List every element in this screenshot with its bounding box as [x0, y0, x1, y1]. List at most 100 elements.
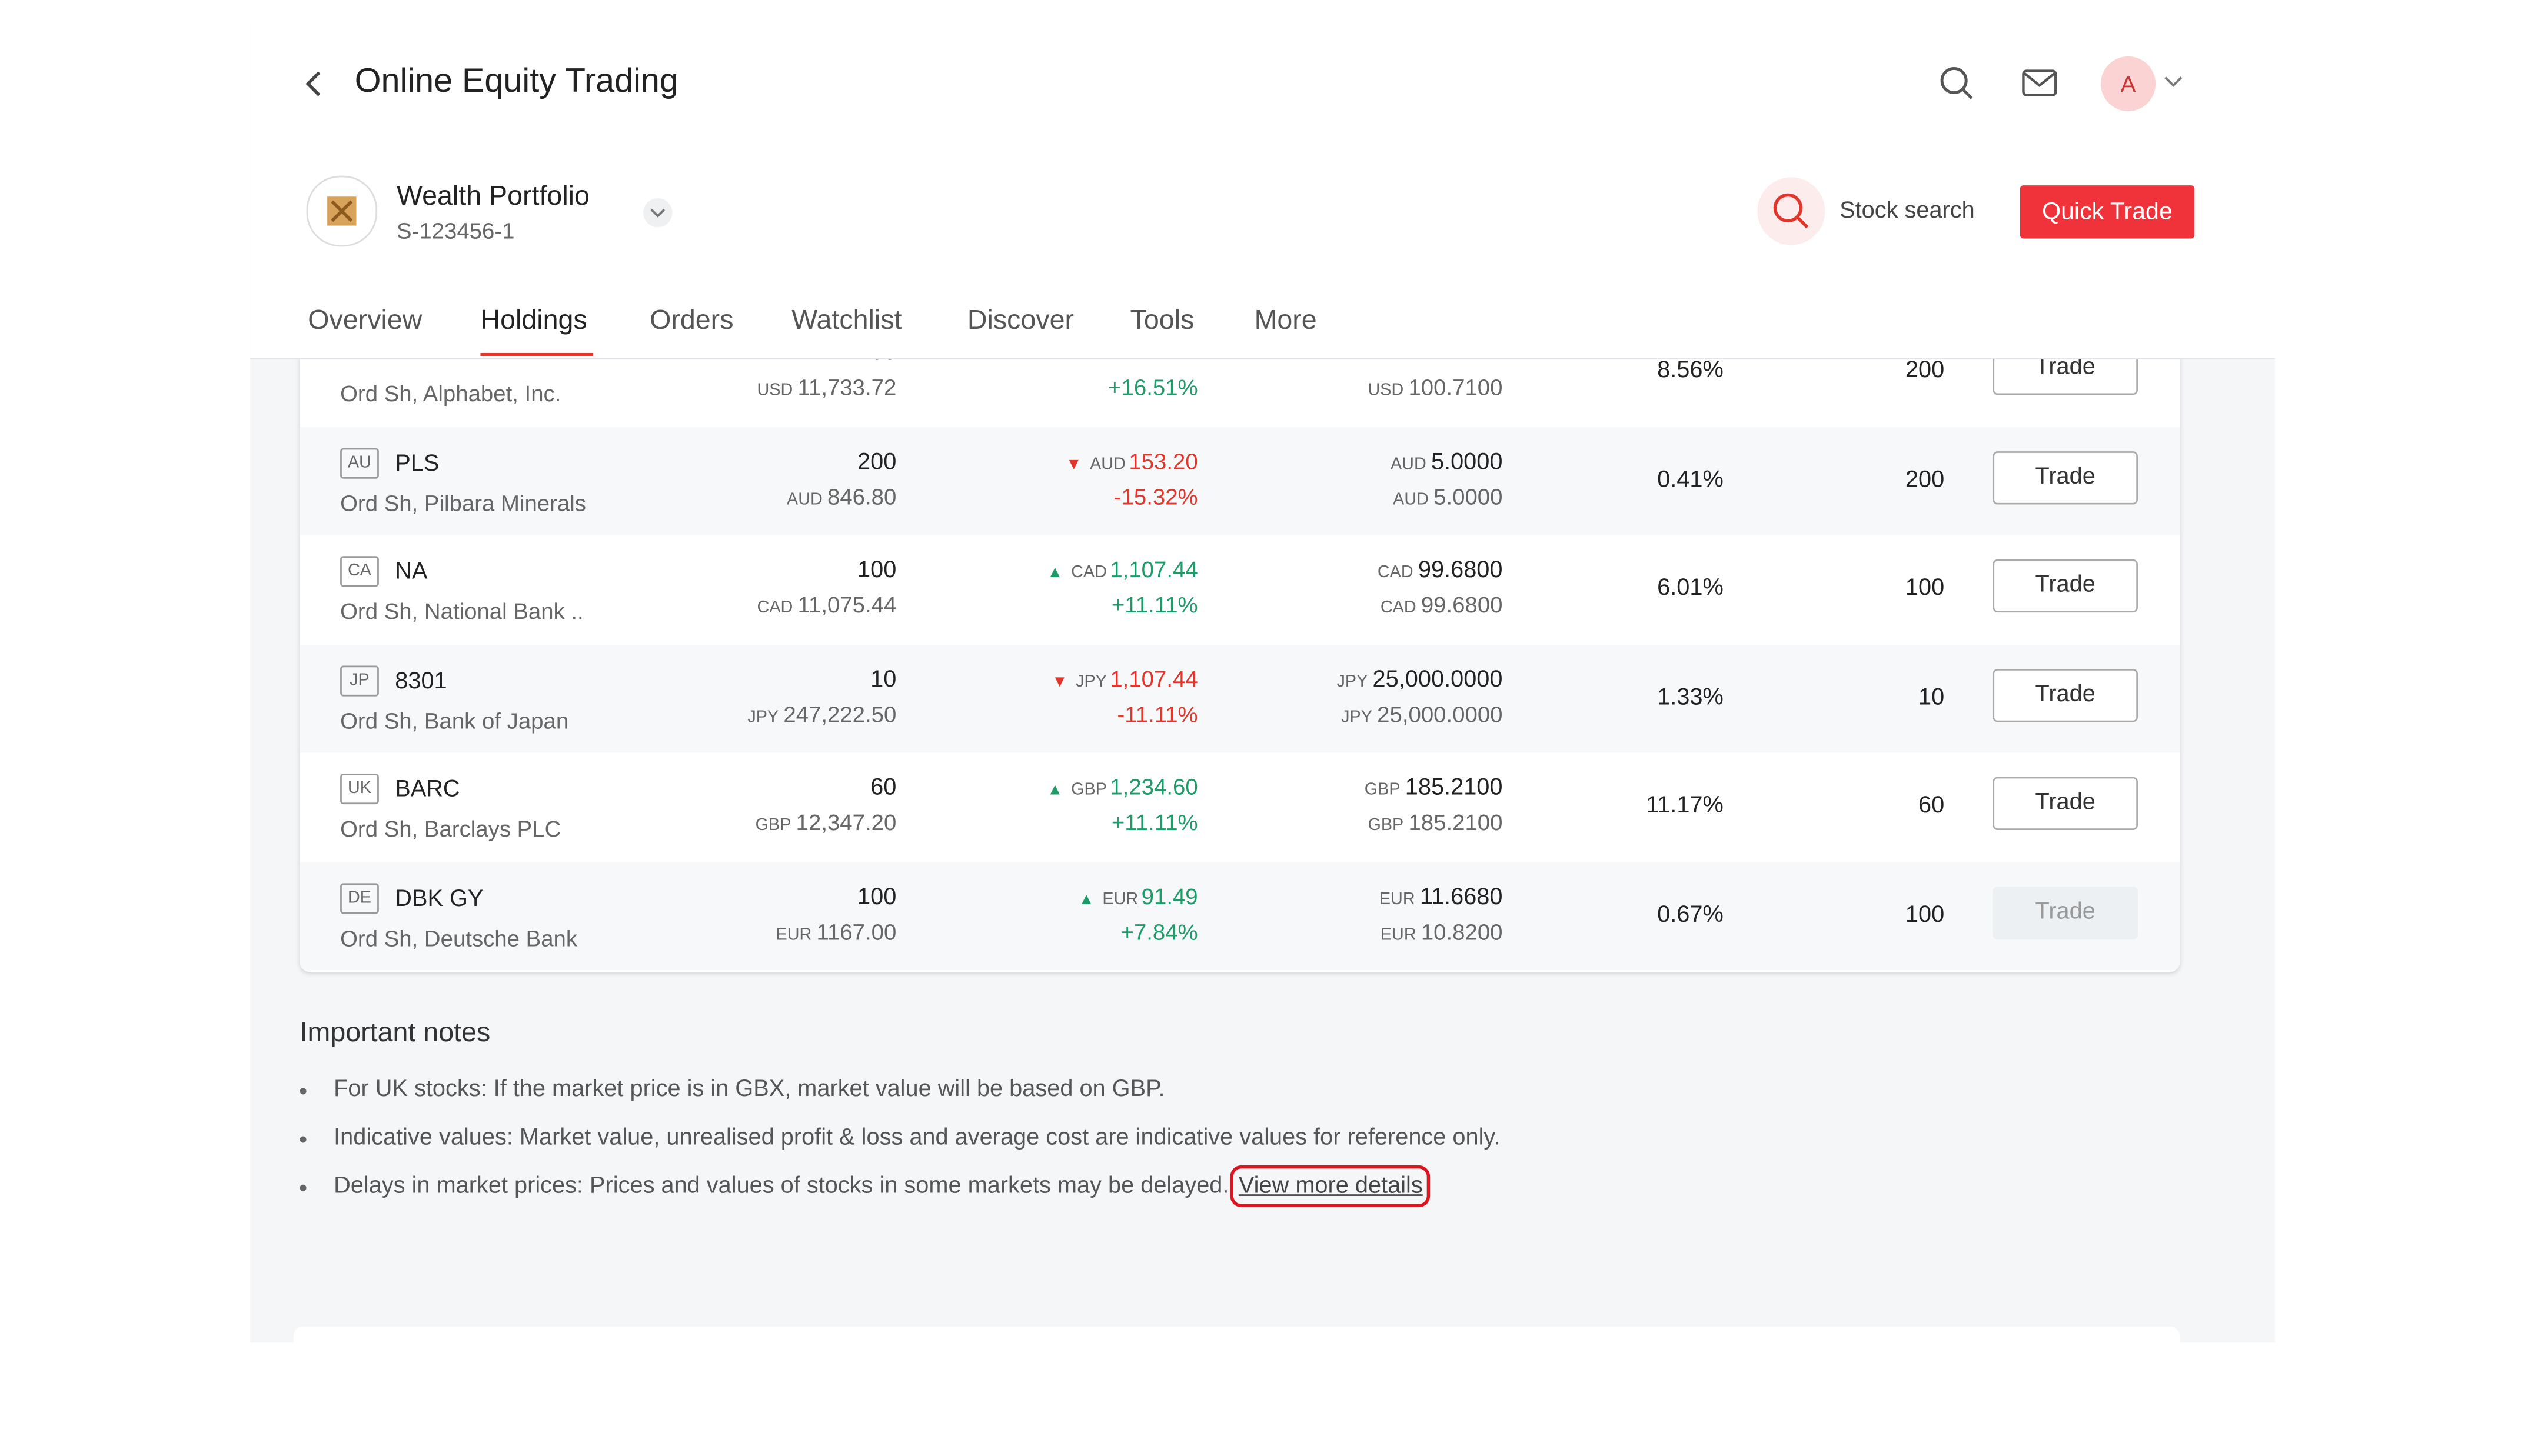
change-percent: +7.84% — [1120, 918, 1198, 944]
security-name: Ord Sh, Bank of Japan — [340, 707, 569, 733]
tab[interactable]: Discover — [967, 304, 1075, 335]
value-cell: CAD 11,075.44 — [757, 592, 897, 621]
change-cell: ▲ EUR 91.49 — [1079, 882, 1198, 911]
price: 185.2100 — [1408, 809, 1503, 835]
tab[interactable]: Holdings — [480, 304, 587, 335]
weight-cell: 8.56% — [1657, 356, 1724, 385]
currency: JPY — [1341, 707, 1372, 727]
trend-arrow: ▲ — [1047, 781, 1063, 799]
search-icon[interactable] — [1940, 66, 1975, 101]
currency: CAD — [1380, 598, 1416, 618]
avatar-caret[interactable] — [2164, 76, 2183, 89]
currency: JPY — [1336, 671, 1368, 691]
value-cell: GBP 12,347.20 — [756, 809, 897, 838]
price-cell: JPY 25,000.0000 — [1341, 700, 1502, 729]
price-cell: CAD 99.6800 — [1381, 592, 1503, 621]
market-value: 11,075.44 — [797, 591, 897, 618]
value-cell: EUR 1167.00 — [776, 918, 897, 947]
units-cell: 100 — [1905, 900, 1944, 929]
next-card — [293, 1326, 2180, 1343]
note-text: Indicative values: Market value, unreali… — [334, 1125, 1501, 1151]
view-more-link[interactable]: View more details — [1230, 1165, 1431, 1208]
units-cell: 200 — [1905, 465, 1944, 494]
currency: JPY — [1076, 671, 1107, 691]
market-value: 1167.00 — [816, 918, 897, 944]
tab[interactable]: More — [1254, 304, 1317, 335]
quantity-cell: 60 — [870, 774, 896, 802]
currency: AUD — [787, 489, 823, 509]
currency: CAD — [1071, 562, 1107, 582]
ticker: BARC — [395, 777, 460, 803]
portfolio-name[interactable]: Wealth Portfolio — [396, 180, 590, 211]
price: 5.0000 — [1433, 482, 1503, 509]
trend-arrow: ▲ — [1047, 564, 1063, 582]
holding-row: CA NA Ord Sh, National Bank .. 100 CAD 11,075… — [300, 535, 2180, 644]
weight: 11.17% — [1646, 792, 1724, 819]
change-percent: +11.11% — [1111, 809, 1198, 835]
tab[interactable]: Watchlist — [791, 304, 902, 335]
currency: GBP — [1368, 815, 1404, 835]
change-cell: ▼ JPY 1,107.44 — [1052, 665, 1198, 694]
market-value: 846.80 — [827, 482, 897, 509]
cost-cell: GBP 185.2100 — [1365, 774, 1503, 802]
portfolio-logo — [306, 175, 378, 247]
tab[interactable]: Tools — [1130, 304, 1195, 335]
change-percent: +11.11% — [1111, 591, 1198, 618]
quantity: 10 — [870, 666, 897, 692]
change-cell: ▲ CAD 1,107.44 — [1047, 556, 1198, 585]
change-pct-cell: +11.11% — [1112, 592, 1198, 621]
weight-cell: 11.17% — [1646, 791, 1724, 820]
price: 25,000.0000 — [1377, 700, 1503, 727]
units: 60 — [1918, 792, 1945, 819]
holdings-table: Ord Sh, Alphabet, Inc.200USD11,733.72+16… — [300, 319, 2180, 972]
currency: CAD — [1377, 562, 1413, 582]
quantity: 60 — [870, 775, 897, 801]
cost-cell: AUD 5.0000 — [1391, 447, 1503, 476]
currency: AUD — [1393, 489, 1429, 509]
units-cell: 10 — [1918, 682, 1944, 711]
change-percent: -11.11% — [1117, 700, 1198, 727]
portfolio-dropdown[interactable] — [643, 198, 673, 228]
avg-cost: 185.2100 — [1405, 775, 1503, 801]
quantity: 200 — [857, 449, 897, 475]
stock-search-icon[interactable] — [1757, 177, 1825, 245]
market-badge: CA — [340, 556, 379, 587]
ticker: NA — [395, 559, 428, 585]
stock-search[interactable]: Stock search — [1840, 198, 1975, 224]
notes-title: Important notes — [300, 1017, 491, 1048]
quantity-cell: 10 — [870, 665, 896, 694]
trade-button[interactable]: Trade — [1993, 450, 2138, 504]
mail-icon[interactable] — [2022, 69, 2057, 97]
trade-button[interactable]: Trade — [1993, 668, 2138, 722]
trade-button[interactable]: Trade — [1993, 559, 2138, 613]
currency: GBP — [755, 815, 791, 835]
ticker: DBK GY — [395, 885, 484, 912]
tab[interactable]: Orders — [650, 304, 734, 335]
tab[interactable]: Overview — [308, 304, 423, 335]
change-pct-cell: +7.84% — [1121, 918, 1198, 947]
avatar[interactable]: A — [2100, 56, 2156, 112]
holding-row: JP 8301 Ord Sh, Bank of Japan 10 JPY 247,222.… — [300, 644, 2180, 753]
market-badge: AU — [340, 447, 379, 478]
price-cell: USD 100.7100 — [1368, 374, 1503, 403]
units-cell: 200 — [1905, 356, 1944, 385]
price: 10.8200 — [1421, 918, 1503, 944]
change-pct-cell: -15.32% — [1114, 483, 1198, 512]
back-icon[interactable] — [303, 69, 325, 98]
quick-trade-button[interactable]: Quick Trade — [2020, 185, 2194, 239]
change-amount: 1,234.60 — [1110, 774, 1198, 799]
value-cell: AUD 846.80 — [787, 483, 896, 512]
currency: AUD — [1390, 454, 1426, 474]
page-title: Online Equity Trading — [354, 62, 678, 100]
note-text: For UK stocks: If the market price is in… — [334, 1077, 1165, 1103]
trade-button[interactable]: Trade — [1993, 777, 2138, 830]
units: 10 — [1918, 684, 1945, 710]
change-pct-cell: +16.51% — [1108, 374, 1198, 403]
units: 100 — [1905, 575, 1945, 601]
units-cell: 100 — [1905, 574, 1944, 602]
quantity: 100 — [857, 884, 897, 910]
avg-cost: 25,000.0000 — [1372, 666, 1503, 692]
security-name: Ord Sh, Deutsche Bank — [340, 924, 578, 951]
price-cell: GBP 185.2100 — [1368, 809, 1502, 838]
